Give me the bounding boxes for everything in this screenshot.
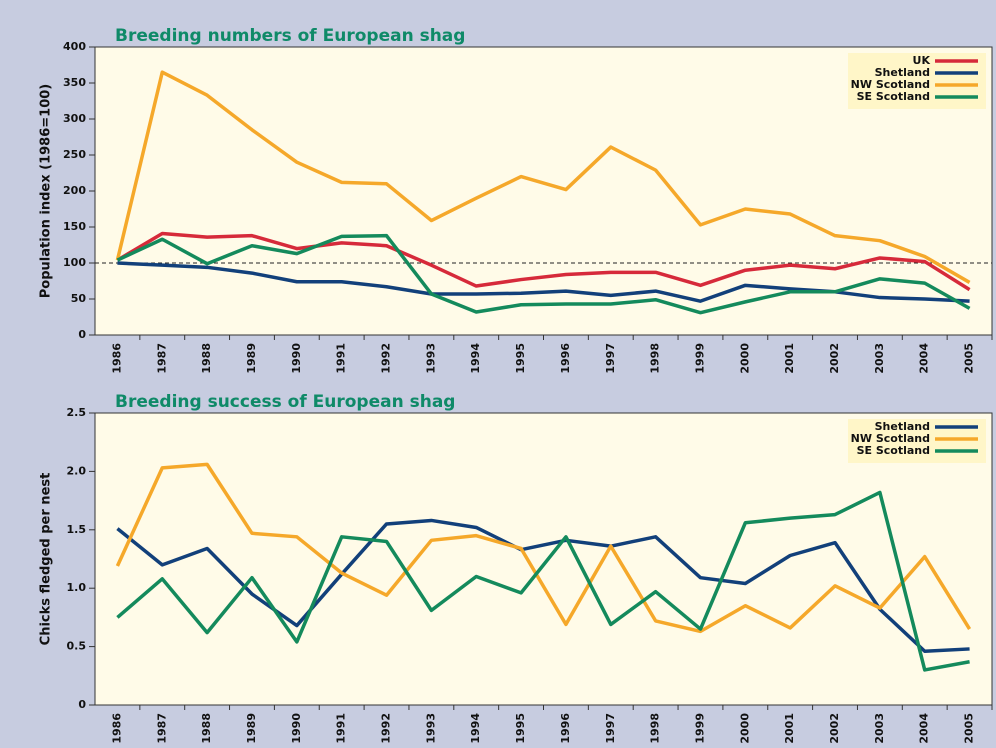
- series-line: [116, 518, 970, 654]
- x-tick-label: 1990: [290, 713, 303, 744]
- y-tick-label: 50: [71, 292, 87, 305]
- y-tick-label: 0: [78, 328, 86, 341]
- y-tick-label: 0.5: [67, 640, 87, 653]
- x-tick-label: 2000: [738, 343, 751, 374]
- x-tick-label: 1992: [380, 713, 393, 744]
- x-tick-label: 1994: [469, 343, 482, 374]
- legend-label: NW Scotland: [851, 432, 930, 445]
- x-tick-label: 1991: [335, 343, 348, 374]
- x-tick-label: 2003: [873, 343, 886, 374]
- x-tick-label: 1995: [514, 343, 527, 374]
- y-tick-label: 400: [63, 40, 86, 53]
- x-tick-label: 1995: [514, 713, 527, 744]
- series-line: [115, 70, 971, 284]
- x-tick-label: 1997: [604, 713, 617, 744]
- plot-area: [94, 46, 993, 336]
- x-tick-label: 1988: [200, 343, 213, 374]
- x-tick-label: 1998: [649, 713, 662, 744]
- x-tick-label: 1993: [424, 343, 437, 374]
- x-tick-label: 2003: [873, 713, 886, 744]
- x-tick-label: 1996: [559, 713, 572, 744]
- legend-label: Shetland: [875, 66, 930, 79]
- y-axis-label: Chicks fledged per nest: [39, 473, 54, 646]
- legend-label: Shetland: [875, 420, 930, 433]
- y-tick-label: 100: [63, 256, 86, 269]
- series-line: [116, 490, 970, 672]
- legend-label: UK: [913, 54, 931, 67]
- x-tick-label: 2001: [783, 343, 796, 374]
- x-tick-label: 1989: [245, 713, 258, 744]
- x-tick-label: 1990: [290, 343, 303, 374]
- y-tick-label: 2.5: [67, 406, 87, 419]
- y-tick-label: 2.0: [67, 464, 87, 477]
- x-tick-label: 1986: [110, 713, 123, 744]
- x-tick-label: 2005: [963, 713, 976, 744]
- y-tick-label: 250: [63, 148, 86, 161]
- x-tick-label: 1987: [155, 343, 168, 374]
- y-tick-label: 1.0: [67, 581, 87, 594]
- x-tick-label: 1988: [200, 713, 213, 744]
- x-tick-label: 2002: [828, 343, 841, 374]
- series-line: [116, 231, 971, 292]
- x-tick-label: 1986: [110, 343, 123, 374]
- x-tick-label: 1999: [693, 343, 706, 374]
- y-tick-label: 1.5: [67, 523, 87, 536]
- x-tick-label: 1998: [649, 343, 662, 374]
- chart-title: Breeding success of European shag: [115, 392, 455, 412]
- legend-label: SE Scotland: [857, 90, 930, 103]
- plot-area: [94, 412, 993, 706]
- x-tick-label: 1991: [335, 713, 348, 744]
- x-tick-label: 1996: [559, 343, 572, 374]
- x-tick-label: 1999: [693, 713, 706, 744]
- series-line: [116, 233, 971, 315]
- x-tick-label: 1993: [424, 713, 437, 744]
- x-tick-label: 1987: [155, 713, 168, 744]
- x-tick-label: 1992: [380, 343, 393, 374]
- legend-label: SE Scotland: [857, 444, 930, 457]
- x-tick-label: 2001: [783, 713, 796, 744]
- series-line: [115, 462, 972, 634]
- chart-title: Breeding numbers of European shag: [115, 26, 465, 46]
- x-tick-label: 2004: [918, 713, 931, 744]
- x-tick-label: 2005: [963, 343, 976, 374]
- y-tick-label: 350: [63, 76, 86, 89]
- x-tick-label: 1994: [469, 713, 482, 744]
- y-tick-label: 150: [63, 220, 86, 233]
- y-tick-label: 200: [63, 184, 86, 197]
- y-axis-label: Population index (1986=100): [39, 84, 54, 298]
- x-tick-label: 2000: [738, 713, 751, 744]
- y-tick-label: 0: [78, 698, 86, 711]
- legend-label: NW Scotland: [851, 78, 930, 91]
- x-tick-label: 1989: [245, 343, 258, 374]
- x-tick-label: 1997: [604, 343, 617, 374]
- x-tick-label: 2002: [828, 713, 841, 744]
- x-tick-label: 2004: [918, 343, 931, 374]
- y-tick-label: 300: [63, 112, 86, 125]
